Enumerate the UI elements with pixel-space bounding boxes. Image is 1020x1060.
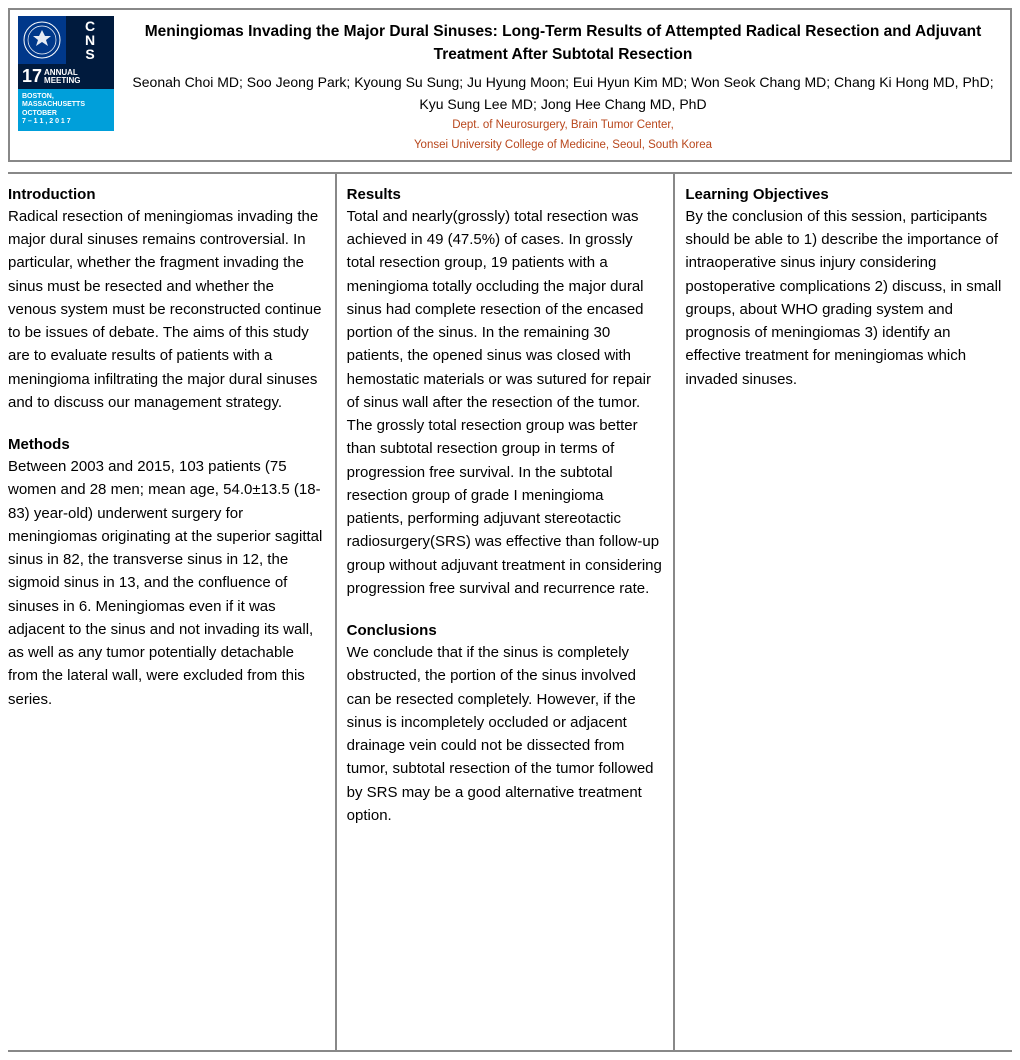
conclusions-body: We conclude that if the sinus is complet… [347, 641, 664, 827]
column-1: Introduction Radical resection of mening… [8, 172, 335, 1052]
logo-year: 17 [22, 66, 42, 87]
intro-body: Radical resection of meningiomas invadin… [8, 205, 325, 414]
dept-line2: Yonsei University College of Medicine, S… [124, 137, 1002, 154]
cns-letters: CNS [66, 16, 114, 64]
logo-annual-row: 17 ANNUAL MEETING [18, 64, 114, 89]
seal-icon [18, 16, 66, 64]
results-heading: Results [347, 186, 664, 203]
header-box: CNS 17 ANNUAL MEETING BOSTON, MASSACHUSE… [8, 8, 1012, 162]
logo-location: BOSTON, MASSACHUSETTS OCTOBER 7 – 1 1 , … [18, 89, 114, 131]
intro-heading: Introduction [8, 186, 325, 203]
results-body: Total and nearly(grossly) total resectio… [347, 205, 664, 600]
conference-logo: CNS 17 ANNUAL MEETING BOSTON, MASSACHUSE… [18, 16, 114, 154]
conclusions-heading: Conclusions [347, 622, 664, 639]
column-3: Learning Objectives By the conclusion of… [673, 172, 1012, 1052]
column-2: Results Total and nearly(grossly) total … [335, 172, 674, 1052]
poster-title: Meningiomas Invading the Major Dural Sin… [124, 20, 1002, 67]
methods-body: Between 2003 and 2015, 103 patients (75 … [8, 455, 325, 711]
objectives-heading: Learning Objectives [685, 186, 1002, 203]
methods-heading: Methods [8, 436, 325, 453]
logo-meeting-label: MEETING [44, 77, 80, 85]
dept-line1: Dept. of Neurosurgery, Brain Tumor Cente… [124, 117, 1002, 134]
poster-authors: Seonah Choi MD; Soo Jeong Park; Kyoung S… [124, 71, 1002, 116]
objectives-body: By the conclusion of this session, parti… [685, 205, 1002, 391]
header-text-block: Meningiomas Invading the Major Dural Sin… [124, 16, 1002, 154]
content-columns: Introduction Radical resection of mening… [8, 172, 1012, 1052]
